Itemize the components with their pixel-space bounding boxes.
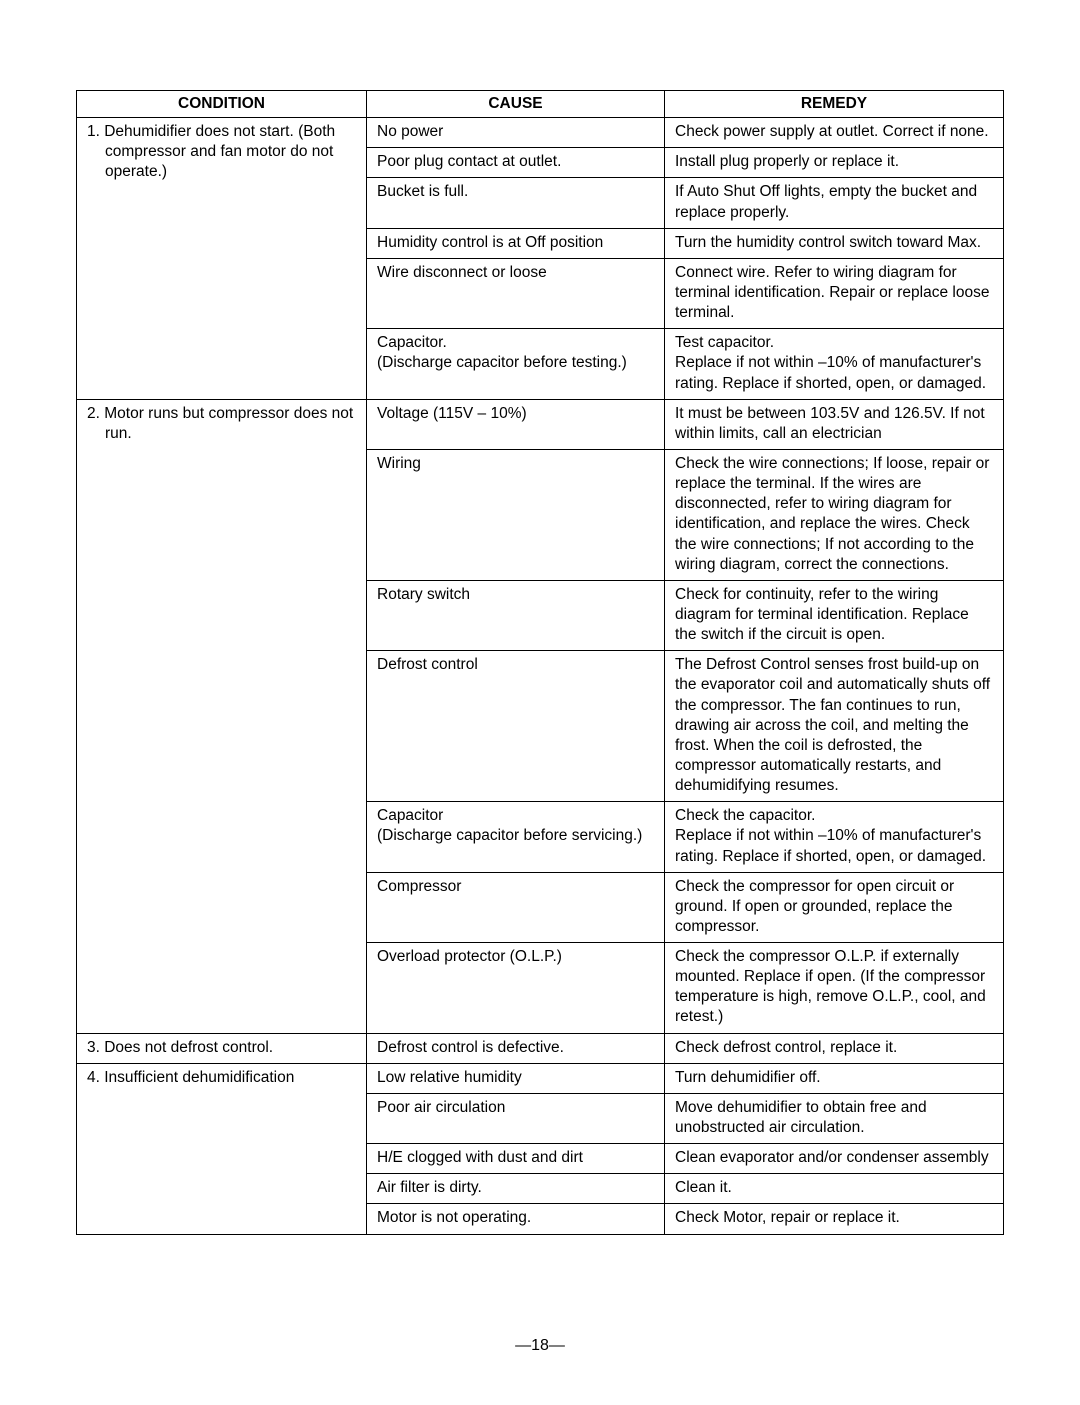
- table-row: 2. Motor runs but compressor does not ru…: [77, 399, 1004, 449]
- condition-cell: 1. Dehumidifier does not start. (Both co…: [77, 118, 367, 400]
- remedy-cell: Check the compressor O.L.P. if externall…: [665, 943, 1004, 1034]
- condition-cell: 4. Insufficient dehumidification: [77, 1063, 367, 1234]
- table-row: 4. Insufficient dehumidificationLow rela…: [77, 1063, 1004, 1093]
- remedy-cell: Install plug properly or replace it.: [665, 148, 1004, 178]
- cause-cell: Bucket is full.: [367, 178, 665, 228]
- cause-cell: H/E clogged with dust and dirt: [367, 1144, 665, 1174]
- cause-cell: Poor air circulation: [367, 1093, 665, 1143]
- header-condition: CONDITION: [77, 91, 367, 118]
- cause-cell: Compressor: [367, 872, 665, 942]
- remedy-cell: Check the wire connections; If loose, re…: [665, 449, 1004, 580]
- table-header-row: CONDITION CAUSE REMEDY: [77, 91, 1004, 118]
- cause-cell: No power: [367, 118, 665, 148]
- remedy-cell: Turn dehumidifier off.: [665, 1063, 1004, 1093]
- remedy-cell: Test capacitor. Replace if not within –1…: [665, 329, 1004, 399]
- table-row: 1. Dehumidifier does not start. (Both co…: [77, 118, 1004, 148]
- remedy-cell: Turn the humidity control switch toward …: [665, 228, 1004, 258]
- condition-cell: 2. Motor runs but compressor does not ru…: [77, 399, 367, 1033]
- cause-cell: Motor is not operating.: [367, 1204, 665, 1234]
- cause-cell: Overload protector (O.L.P.): [367, 943, 665, 1034]
- header-remedy: REMEDY: [665, 91, 1004, 118]
- cause-cell: Rotary switch: [367, 580, 665, 650]
- header-cause: CAUSE: [367, 91, 665, 118]
- remedy-cell: If Auto Shut Off lights, empty the bucke…: [665, 178, 1004, 228]
- remedy-cell: It must be between 103.5V and 126.5V. If…: [665, 399, 1004, 449]
- cause-cell: Low relative humidity: [367, 1063, 665, 1093]
- remedy-cell: Connect wire. Refer to wiring diagram fo…: [665, 258, 1004, 328]
- cause-cell: Voltage (115V – 10%): [367, 399, 665, 449]
- cause-cell: Capacitor. (Discharge capacitor before t…: [367, 329, 665, 399]
- troubleshooting-table: CONDITION CAUSE REMEDY 1. Dehumidifier d…: [76, 90, 1004, 1235]
- cause-cell: Defrost control is defective.: [367, 1033, 665, 1063]
- condition-cell: 3. Does not defrost control.: [77, 1033, 367, 1063]
- cause-cell: Air filter is dirty.: [367, 1174, 665, 1204]
- cause-cell: Humidity control is at Off position: [367, 228, 665, 258]
- remedy-cell: Clean evaporator and/or condenser assemb…: [665, 1144, 1004, 1174]
- remedy-cell: Move dehumidifier to obtain free and uno…: [665, 1093, 1004, 1143]
- cause-cell: Defrost control: [367, 651, 665, 802]
- remedy-cell: Check for continuity, refer to the wirin…: [665, 580, 1004, 650]
- remedy-cell: Check power supply at outlet. Correct if…: [665, 118, 1004, 148]
- remedy-cell: The Defrost Control senses frost build-u…: [665, 651, 1004, 802]
- remedy-cell: Check the capacitor. Replace if not with…: [665, 802, 1004, 872]
- cause-cell: Capacitor (Discharge capacitor before se…: [367, 802, 665, 872]
- remedy-cell: Clean it.: [665, 1174, 1004, 1204]
- page-number: —18—: [0, 1337, 1080, 1355]
- cause-cell: Wiring: [367, 449, 665, 580]
- remedy-cell: Check defrost control, replace it.: [665, 1033, 1004, 1063]
- cause-cell: Wire disconnect or loose: [367, 258, 665, 328]
- remedy-cell: Check the compressor for open circuit or…: [665, 872, 1004, 942]
- table-row: 3. Does not defrost control.Defrost cont…: [77, 1033, 1004, 1063]
- remedy-cell: Check Motor, repair or replace it.: [665, 1204, 1004, 1234]
- cause-cell: Poor plug contact at outlet.: [367, 148, 665, 178]
